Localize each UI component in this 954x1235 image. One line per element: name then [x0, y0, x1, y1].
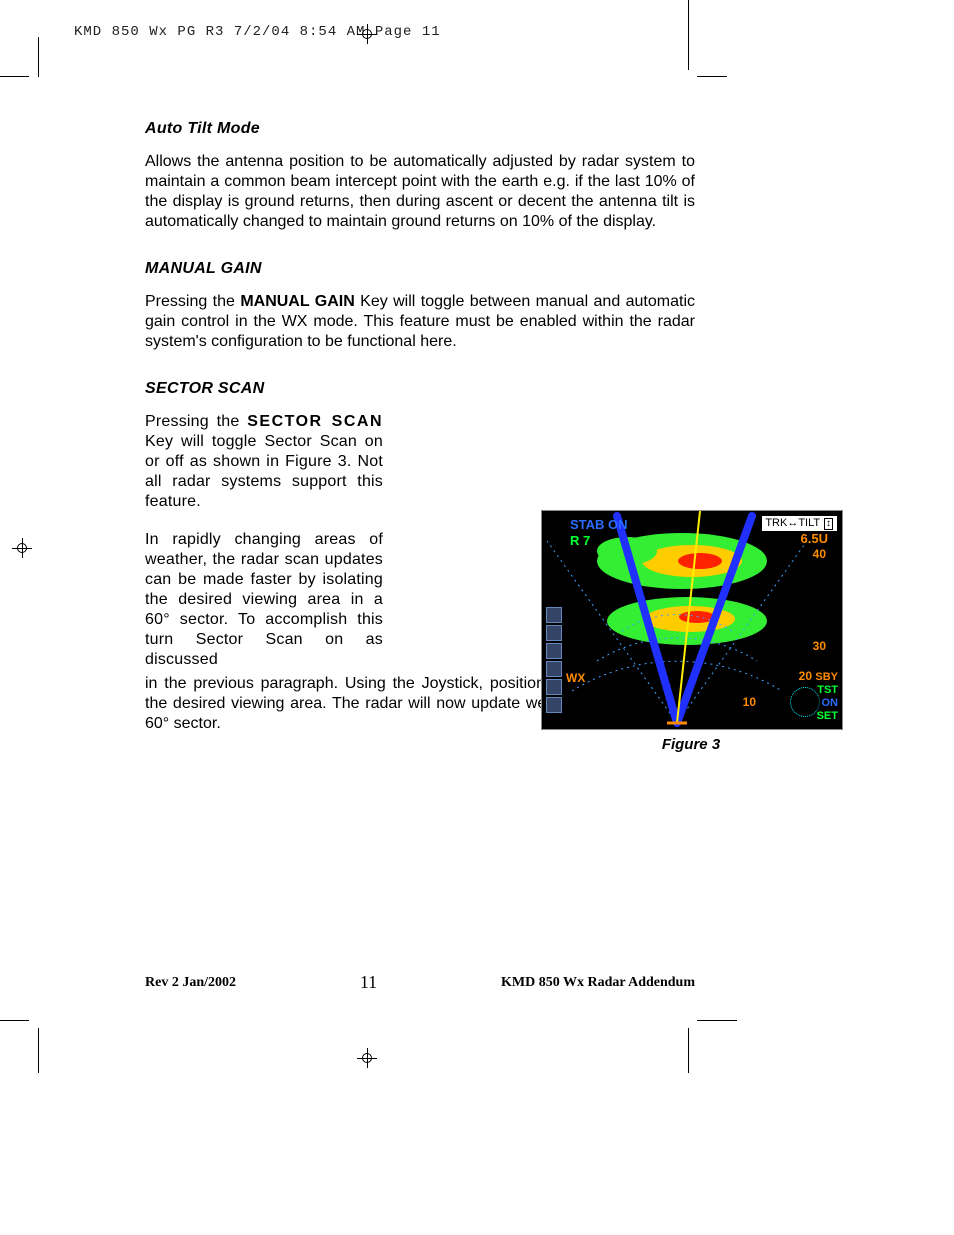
range-10: 10 — [743, 695, 756, 709]
figure-3: STAB ON R 7 TRK↔TILT ↕ 6.5U 40 30 20 10 — [541, 510, 841, 753]
figure-caption: Figure 3 — [541, 736, 841, 753]
trk-tilt-text: TRK↔TILT — [765, 517, 820, 529]
text: Pressing the — [145, 413, 247, 430]
tilt-value: 6.5U — [801, 531, 828, 546]
register-mark — [12, 538, 32, 558]
mode-set: SET — [815, 710, 838, 723]
crop-mark — [688, 0, 689, 70]
sidebar-icon — [546, 625, 562, 641]
content-area: Auto Tilt Mode Allows the antenna positi… — [145, 120, 695, 752]
sidebar-icon — [546, 679, 562, 695]
crop-mark — [688, 1028, 689, 1073]
range-20: 20 — [799, 669, 812, 683]
mode-sby: SBY — [815, 671, 838, 684]
heading-sector-scan: SECTOR SCAN — [145, 380, 695, 398]
sidebar-icon — [546, 607, 562, 623]
register-mark — [357, 24, 377, 44]
crop-mark — [38, 37, 39, 77]
page: KMD 850 Wx PG R3 7/2/04 8:54 AM Page 11 … — [0, 0, 954, 1235]
crop-mark — [38, 1028, 39, 1073]
footer-doc-title: KMD 850 Wx Radar Addendum — [501, 975, 695, 991]
radar-sidebar-icons — [546, 607, 564, 715]
trk-tilt-box: TRK↔TILT ↕ — [761, 515, 838, 532]
wx-label: WX — [566, 671, 585, 685]
crop-mark — [0, 1020, 29, 1021]
text: Pressing the — [145, 293, 240, 310]
sidebar-icon — [546, 643, 562, 659]
updown-arrow-icon: ↕ — [824, 518, 833, 530]
range-40: 40 — [813, 547, 826, 561]
mode-tst: TST — [815, 684, 838, 697]
heading-auto-tilt: Auto Tilt Mode — [145, 120, 695, 138]
para-sector-scan-1: Pressing the SECTOR SCAN Key will toggle… — [145, 412, 383, 512]
footer-revision: Rev 2 Jan/2002 — [145, 975, 236, 991]
key-label-sector-scan: SECTOR SCAN — [247, 413, 383, 430]
para-sector-scan-2: In rapidly changing areas of weather, th… — [145, 530, 383, 670]
crop-mark — [697, 1020, 737, 1021]
text: Key will toggle Sector Scan on or off as… — [145, 433, 383, 510]
print-slug: KMD 850 Wx PG R3 7/2/04 8:54 AM Page 11 — [74, 24, 441, 40]
range-30: 30 — [813, 639, 826, 653]
crop-mark — [0, 76, 29, 77]
radar-mode-labels: SBY TST ON SET — [815, 671, 838, 723]
r7-label: R 7 — [570, 533, 590, 548]
page-footer: Rev 2 Jan/2002 11 KMD 850 Wx Radar Adden… — [145, 972, 695, 993]
key-label-manual-gain: MANUAL GAIN — [240, 293, 354, 310]
sidebar-icon — [546, 661, 562, 677]
heading-manual-gain: MANUAL GAIN — [145, 260, 695, 278]
radar-display: STAB ON R 7 TRK↔TILT ↕ 6.5U 40 30 20 10 — [541, 510, 843, 730]
crop-mark — [697, 76, 727, 77]
sidebar-icon — [546, 697, 562, 713]
stab-on-label: STAB ON — [570, 517, 628, 532]
para-auto-tilt: Allows the antenna position to be automa… — [145, 152, 695, 232]
sector-scan-wrapped-text: Pressing the SECTOR SCAN Key will toggle… — [145, 412, 383, 670]
mode-on: ON — [815, 697, 838, 710]
footer-page-number: 11 — [360, 972, 377, 993]
para-manual-gain: Pressing the MANUAL GAIN Key will toggle… — [145, 292, 695, 352]
register-mark — [357, 1048, 377, 1068]
